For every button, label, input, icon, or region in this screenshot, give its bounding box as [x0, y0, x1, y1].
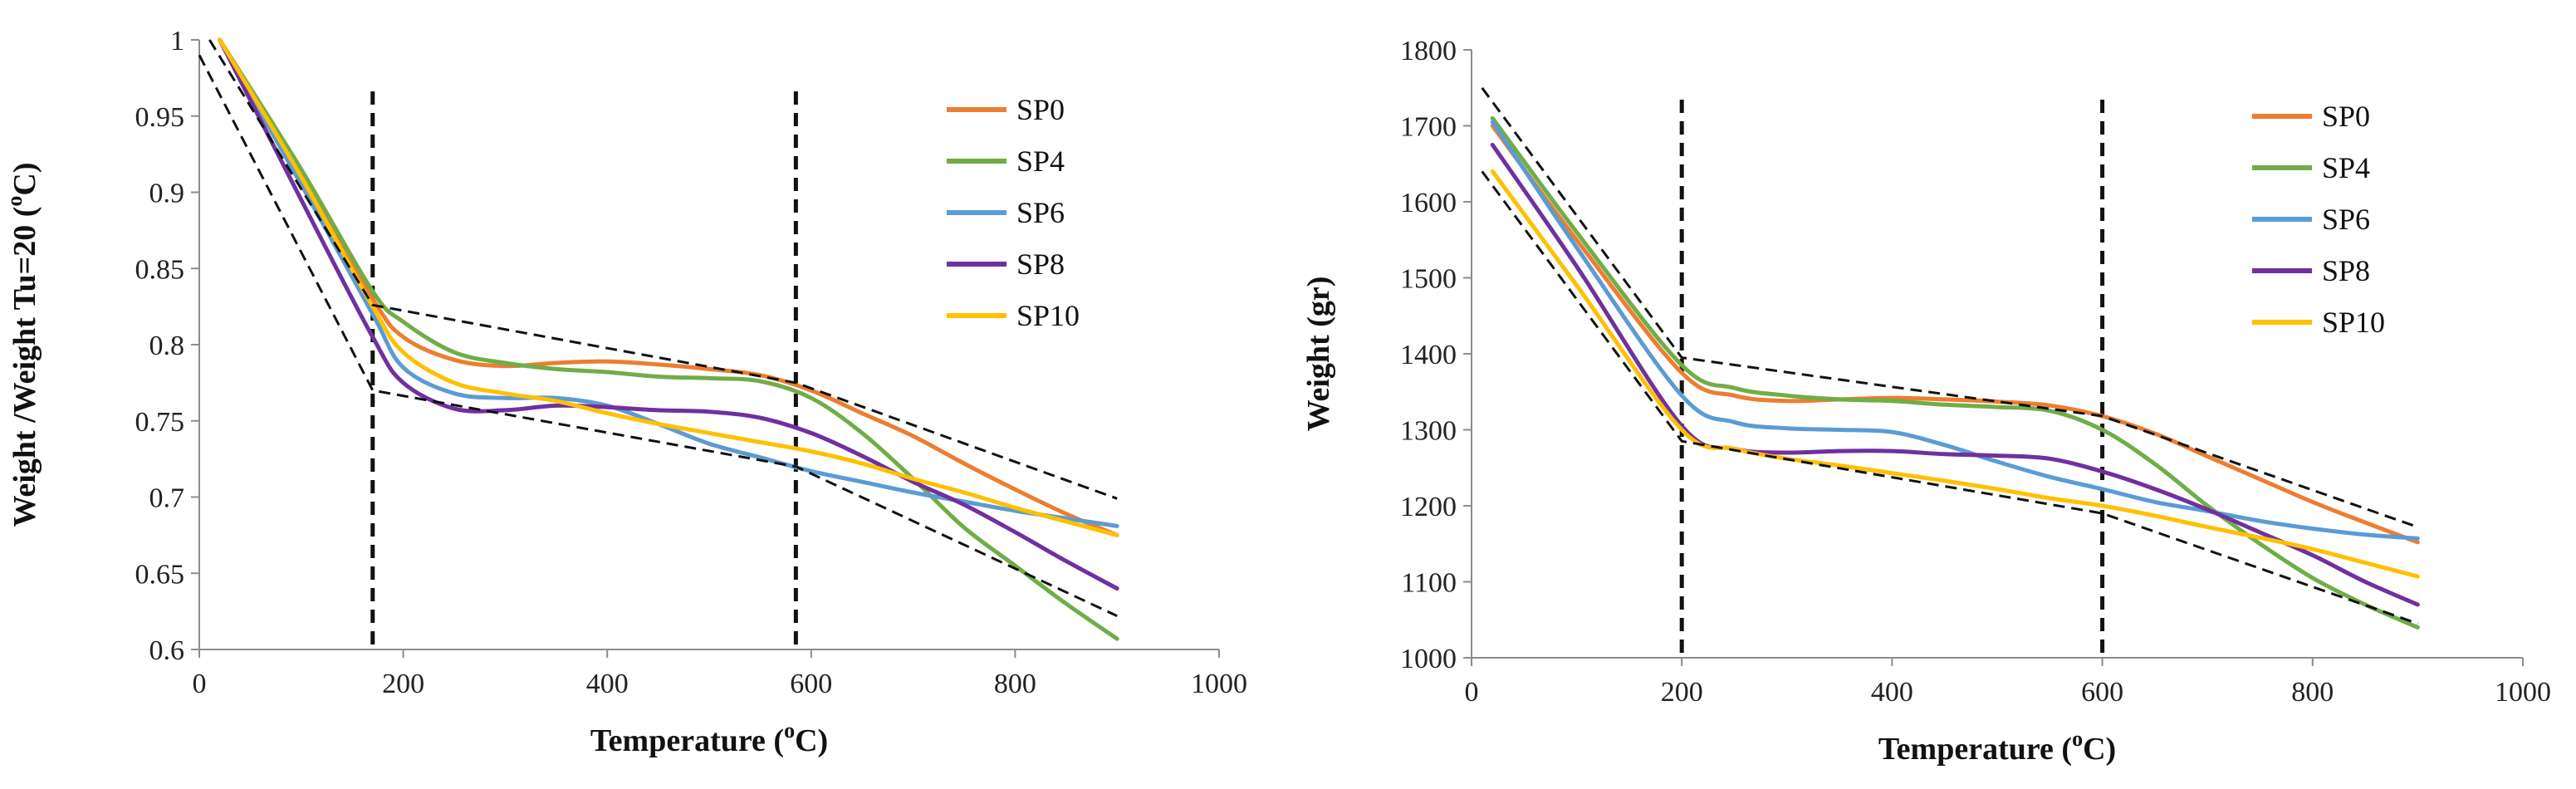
x-tick-label: 800 — [2291, 677, 2334, 708]
y-axis-title: Weight /Weight Tu=20 (oC) — [2, 162, 42, 527]
y-tick-label: 0.95 — [135, 102, 185, 133]
x-tick-label: 200 — [1661, 677, 1703, 708]
x-tick-label: 600 — [2081, 677, 2123, 708]
series-line-sp6 — [1490, 120, 2420, 541]
trend-envelope-line — [198, 54, 1118, 617]
x-tick-label: 1000 — [1191, 669, 1247, 699]
y-tick-label: 1200 — [1400, 492, 1457, 522]
x-tick-label: 1000 — [2495, 677, 2551, 708]
legend-label-sp0: SP0 — [2322, 100, 2370, 133]
y-tick-label: 1300 — [1400, 416, 1457, 447]
x-tick-label: 400 — [1871, 677, 1913, 708]
x-axis-title: Temperature (oC) — [1878, 727, 2116, 767]
y-tick-label: 1500 — [1400, 264, 1457, 295]
y-tick-label: 0.75 — [135, 407, 185, 438]
x-tick-label: 200 — [382, 669, 424, 699]
y-tick-label: 1800 — [1400, 36, 1457, 66]
legend-label-sp4: SP4 — [1016, 145, 1065, 178]
series-line-sp10 — [1490, 169, 2420, 579]
y-tick-label: 0.8 — [149, 331, 185, 361]
y-tick-label: 1 — [170, 26, 184, 56]
chart-right: 0 200 400 600 800 1000 1000 1100 1200 1300 1400 150… — [1301, 36, 2551, 767]
y-tick-label: 0.9 — [149, 179, 185, 209]
series-line-sp4 — [1490, 115, 2420, 630]
x-tick-label: 0 — [193, 669, 207, 699]
y-tick-label: 0.6 — [149, 635, 185, 666]
x-tick-label: 800 — [994, 669, 1036, 699]
series-line-sp0 — [1490, 124, 2420, 545]
y-tick-label: 0.65 — [135, 559, 185, 590]
legend-label-sp6: SP6 — [1016, 196, 1065, 229]
legend-label-sp0: SP0 — [1016, 93, 1065, 126]
y-axis-title: Weight (gr) — [1301, 277, 1336, 432]
x-axis-title: Temperature (oC) — [590, 718, 828, 758]
series-line-sp6 — [218, 37, 1119, 528]
y-tick-label: 1400 — [1400, 340, 1457, 370]
trend-envelope-line — [1481, 170, 2418, 625]
series-line-sp4 — [218, 37, 1119, 641]
legend-label-sp10: SP10 — [1016, 299, 1080, 332]
x-tick-label: 0 — [1465, 677, 1479, 708]
x-tick-label: 600 — [790, 669, 832, 699]
y-tick-label: 1700 — [1400, 112, 1457, 143]
y-tick-label: 0.7 — [149, 483, 185, 514]
y-tick-label: 1600 — [1400, 188, 1457, 218]
legend-label-sp8: SP8 — [1016, 247, 1065, 281]
y-tick-label: 0.85 — [135, 254, 185, 285]
series-line-sp8 — [218, 37, 1119, 591]
y-tick-label: 1000 — [1400, 644, 1457, 674]
x-tick-label: 400 — [586, 669, 629, 699]
trend-envelope-line — [208, 39, 1118, 500]
y-tick-label: 1100 — [1401, 568, 1457, 599]
series-line-sp0 — [218, 37, 1119, 537]
legend-label-sp4: SP4 — [2322, 151, 2370, 184]
legend-label-sp6: SP6 — [2322, 203, 2370, 236]
chart-left: 0 200 400 600 800 1000 0.6 0.65 0.7 0.75 0.8 0.85 0.… — [2, 26, 1247, 758]
series-line-sp10 — [218, 37, 1119, 537]
legend-label-sp10: SP10 — [2322, 306, 2385, 339]
legend-label-sp8: SP8 — [2322, 254, 2370, 287]
series-line-sp8 — [1490, 142, 2420, 607]
trend-envelope-line — [1481, 86, 2418, 529]
